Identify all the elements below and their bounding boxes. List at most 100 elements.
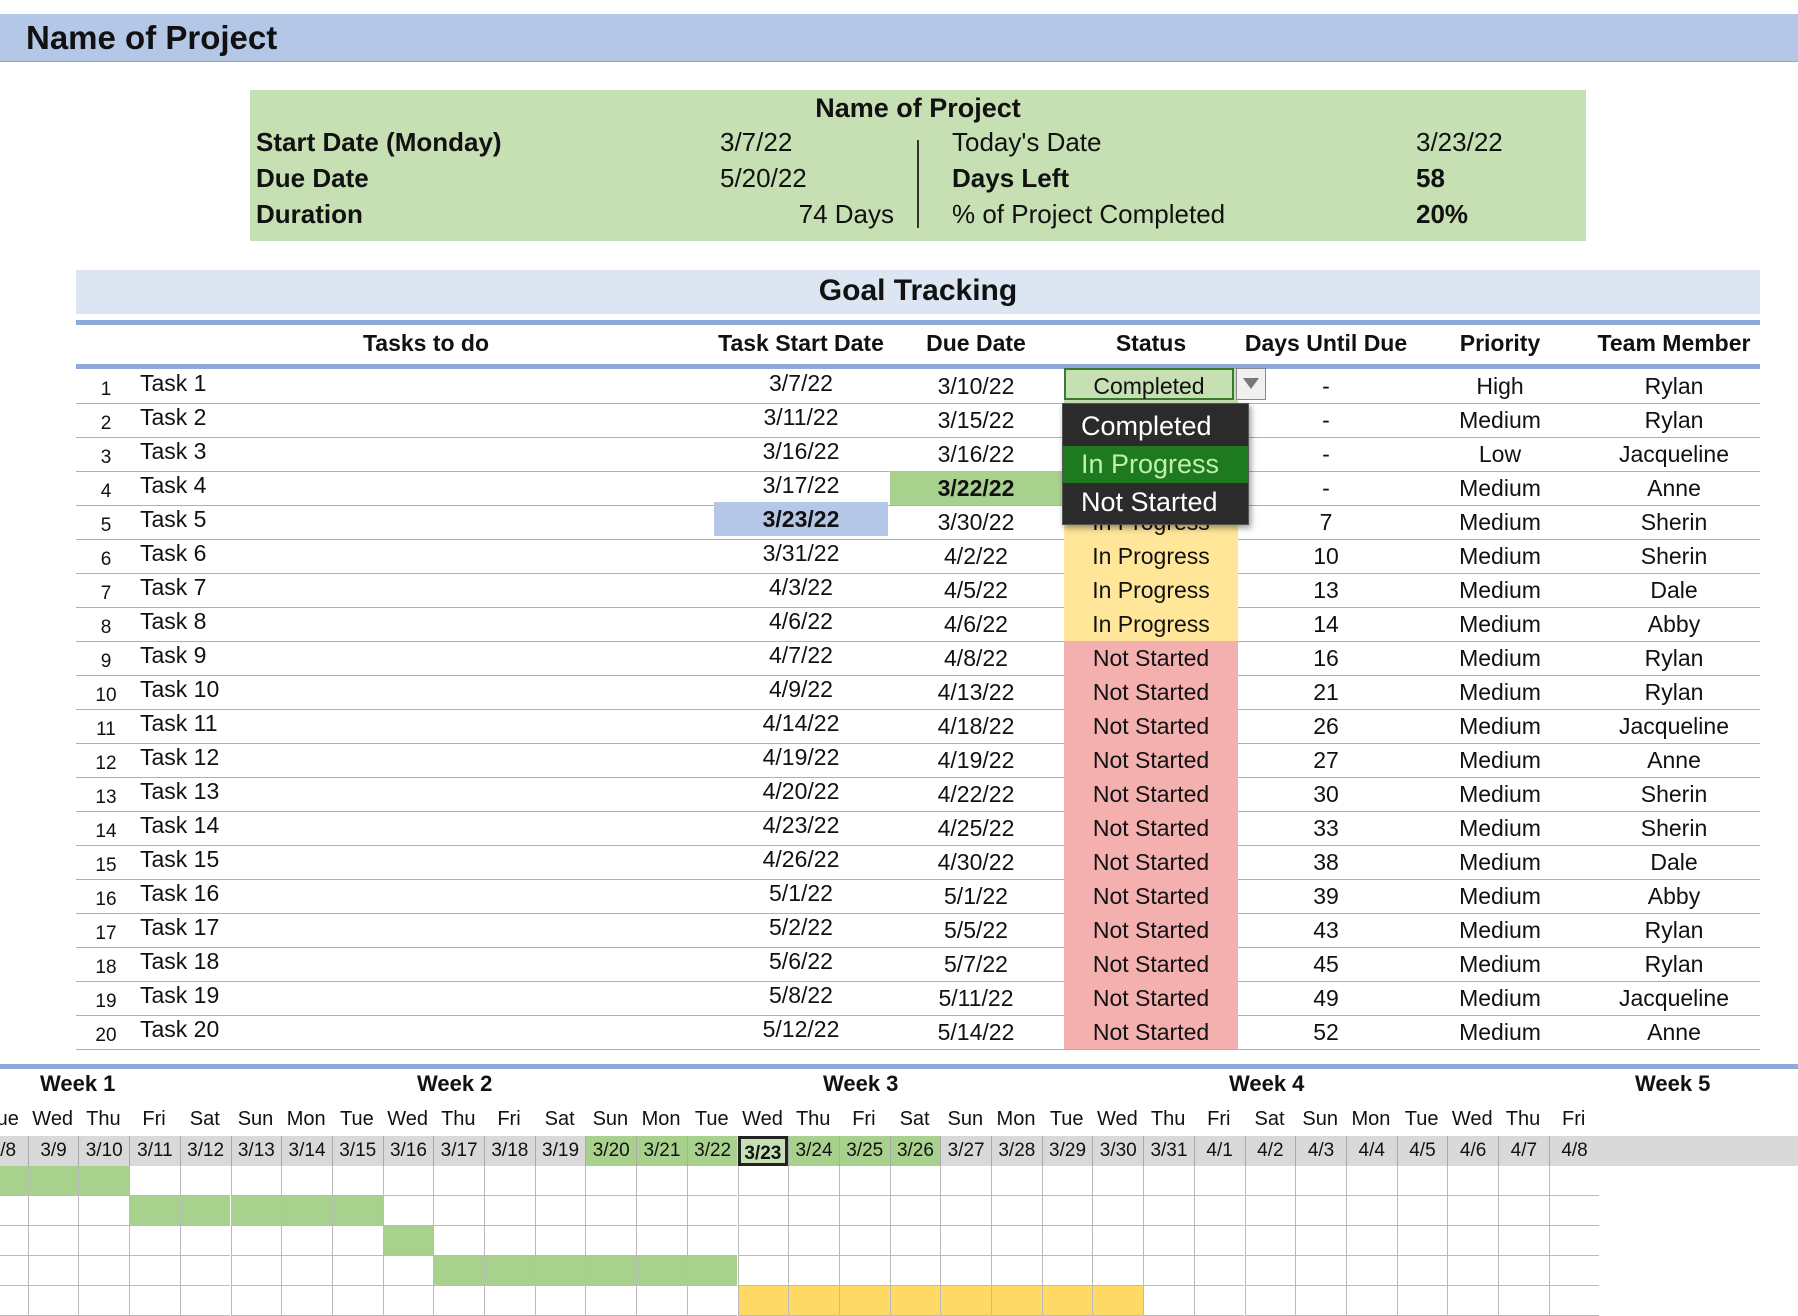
task-start-date[interactable]: 3/7/22 bbox=[769, 370, 833, 396]
task-start-date[interactable]: 3/23/22 bbox=[714, 502, 888, 536]
task-name[interactable]: Task 9 bbox=[140, 642, 207, 668]
gantt-cell[interactable] bbox=[1345, 1166, 1397, 1196]
team-member[interactable]: Dale bbox=[1650, 577, 1698, 603]
task-start-date[interactable]: 3/31/22 bbox=[762, 540, 840, 566]
task-due-date[interactable]: 3/16/22 bbox=[937, 441, 1015, 467]
gantt-cell[interactable] bbox=[281, 1226, 332, 1256]
gantt-cell[interactable] bbox=[1143, 1196, 1194, 1226]
start-date-value[interactable]: 3/7/22 bbox=[720, 127, 793, 157]
task-due-date[interactable]: 4/19/22 bbox=[937, 747, 1015, 773]
gantt-cell[interactable] bbox=[433, 1256, 484, 1286]
task-name[interactable]: Task 17 bbox=[140, 914, 220, 940]
task-due-date[interactable]: 4/5/22 bbox=[944, 577, 1008, 603]
gantt-cell[interactable] bbox=[27, 1286, 79, 1316]
gantt-cell[interactable] bbox=[889, 1256, 941, 1286]
task-name[interactable]: Task 12 bbox=[140, 744, 220, 770]
gantt-cell[interactable] bbox=[0, 1196, 28, 1226]
gantt-cell[interactable] bbox=[940, 1196, 991, 1226]
task-status[interactable]: In Progress bbox=[1064, 573, 1238, 607]
gantt-cell[interactable] bbox=[382, 1256, 434, 1286]
task-due-date[interactable]: 4/2/22 bbox=[944, 543, 1008, 569]
gantt-cell[interactable] bbox=[331, 1166, 383, 1196]
gantt-cell[interactable] bbox=[1396, 1166, 1448, 1196]
task-name[interactable]: Task 20 bbox=[140, 1016, 220, 1042]
gantt-cell[interactable] bbox=[78, 1286, 130, 1316]
gantt-cell[interactable] bbox=[1295, 1286, 1346, 1316]
gantt-cell[interactable] bbox=[1193, 1166, 1245, 1196]
gantt-cell[interactable] bbox=[1295, 1166, 1346, 1196]
gantt-cell[interactable] bbox=[1447, 1166, 1498, 1196]
gantt-cell[interactable] bbox=[1193, 1226, 1245, 1256]
task-name[interactable]: Task 1 bbox=[140, 370, 207, 396]
task-priority[interactable]: Medium bbox=[1459, 747, 1541, 773]
task-priority[interactable]: Medium bbox=[1459, 781, 1541, 807]
task-status[interactable]: Not Started bbox=[1064, 845, 1238, 879]
gantt-cell[interactable] bbox=[636, 1256, 687, 1286]
gantt-cell[interactable] bbox=[331, 1256, 383, 1286]
gantt-cell[interactable] bbox=[1244, 1166, 1296, 1196]
status-option-in-progress[interactable]: In Progress bbox=[1063, 446, 1248, 483]
team-member[interactable]: Rylan bbox=[1644, 951, 1704, 977]
gantt-cell[interactable] bbox=[78, 1226, 130, 1256]
team-member[interactable]: Sherin bbox=[1640, 815, 1708, 841]
dropdown-arrow-button[interactable] bbox=[1236, 368, 1266, 400]
task-status[interactable]: Not Started bbox=[1064, 743, 1238, 777]
gantt-cell[interactable] bbox=[1548, 1226, 1600, 1256]
gantt-cell[interactable] bbox=[1143, 1226, 1194, 1256]
task-priority[interactable]: Medium bbox=[1459, 917, 1541, 943]
team-member[interactable]: Jacqueline bbox=[1619, 713, 1729, 739]
task-priority[interactable]: High bbox=[1476, 373, 1524, 399]
gantt-cell[interactable] bbox=[484, 1166, 535, 1196]
team-member[interactable]: Rylan bbox=[1644, 373, 1704, 399]
task-name[interactable]: Task 16 bbox=[140, 880, 220, 906]
gantt-cell[interactable] bbox=[737, 1256, 789, 1286]
gantt-cell[interactable] bbox=[433, 1166, 484, 1196]
task-priority[interactable]: Medium bbox=[1459, 713, 1541, 739]
task-due-date[interactable]: 4/25/22 bbox=[937, 815, 1015, 841]
gantt-cell[interactable] bbox=[686, 1256, 738, 1286]
gantt-cell[interactable] bbox=[1092, 1196, 1144, 1226]
team-member[interactable]: Dale bbox=[1650, 849, 1698, 875]
task-start-date[interactable]: 4/14/22 bbox=[762, 710, 840, 736]
task-start-date[interactable]: 5/6/22 bbox=[769, 948, 833, 974]
gantt-cell[interactable] bbox=[636, 1226, 687, 1256]
task-name[interactable]: Task 15 bbox=[140, 846, 220, 872]
task-due-date[interactable]: 5/14/22 bbox=[937, 1019, 1015, 1045]
gantt-cell[interactable] bbox=[534, 1226, 586, 1256]
gantt-cell[interactable] bbox=[889, 1166, 941, 1196]
gantt-cell[interactable] bbox=[889, 1286, 941, 1316]
team-member[interactable]: Jacqueline bbox=[1619, 441, 1729, 467]
task-priority[interactable]: Medium bbox=[1459, 883, 1541, 909]
gantt-cell[interactable] bbox=[78, 1166, 130, 1196]
gantt-cell[interactable] bbox=[1244, 1286, 1296, 1316]
gantt-cell[interactable] bbox=[230, 1286, 282, 1316]
gantt-cell[interactable] bbox=[78, 1256, 130, 1286]
gantt-cell[interactable] bbox=[838, 1256, 890, 1286]
gantt-cell[interactable] bbox=[230, 1256, 282, 1286]
team-member[interactable]: Jacqueline bbox=[1619, 985, 1729, 1011]
gantt-cell[interactable] bbox=[838, 1166, 890, 1196]
task-due-date[interactable]: 4/22/22 bbox=[937, 781, 1015, 807]
gantt-cell[interactable] bbox=[737, 1166, 789, 1196]
gantt-cell[interactable] bbox=[281, 1196, 332, 1226]
gantt-cell[interactable] bbox=[838, 1196, 890, 1226]
task-name[interactable]: Task 2 bbox=[140, 404, 207, 430]
gantt-cell[interactable] bbox=[585, 1196, 637, 1226]
gantt-cell[interactable] bbox=[534, 1166, 586, 1196]
gantt-cell[interactable] bbox=[1295, 1226, 1346, 1256]
gantt-cell[interactable] bbox=[788, 1256, 839, 1286]
task-status[interactable]: Not Started bbox=[1064, 675, 1238, 709]
gantt-cell[interactable] bbox=[940, 1166, 991, 1196]
task-name[interactable]: Task 11 bbox=[140, 710, 218, 736]
gantt-cell[interactable] bbox=[27, 1256, 79, 1286]
task-name[interactable]: Task 6 bbox=[140, 540, 207, 566]
team-member[interactable]: Sherin bbox=[1640, 543, 1708, 569]
gantt-cell[interactable] bbox=[889, 1196, 941, 1226]
gantt-cell[interactable] bbox=[838, 1286, 890, 1316]
task-start-date[interactable]: 4/3/22 bbox=[769, 574, 833, 600]
gantt-cell[interactable] bbox=[1041, 1166, 1093, 1196]
gantt-cell[interactable] bbox=[1396, 1226, 1448, 1256]
task-start-date[interactable]: 3/17/22 bbox=[762, 472, 840, 498]
gantt-cell[interactable] bbox=[27, 1196, 79, 1226]
gantt-cell[interactable] bbox=[179, 1256, 231, 1286]
